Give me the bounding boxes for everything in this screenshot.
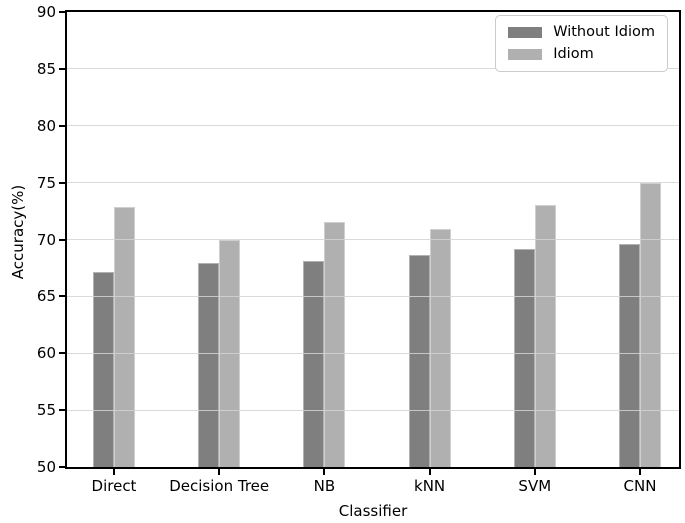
y-tick-70 [59, 238, 65, 241]
legend-item-without-idiom: Without Idiom [508, 24, 655, 41]
bar-idiom-direct [114, 206, 135, 467]
legend-swatch-idiom [508, 49, 543, 60]
y-tick-label-65: 65 [36, 287, 56, 306]
bar-without-idiom-direct [93, 272, 114, 467]
legend-swatch-without-idiom [508, 27, 543, 38]
legend-label-without-idiom: Without Idiom [553, 24, 655, 40]
y-tick-60 [59, 352, 65, 355]
legend-item-idiom: Idiom [508, 46, 655, 63]
y-tick-label-80: 80 [36, 116, 56, 135]
x-tick-knn [428, 469, 431, 475]
gridline-y-55 [67, 409, 679, 411]
y-tick-90 [59, 11, 65, 13]
x-tick-label-cnn: CNN [623, 477, 657, 495]
bar-without-idiom-svm [513, 248, 535, 467]
x-tick-label-nb: NB [313, 477, 336, 495]
y-tick-65 [59, 295, 65, 298]
x-tick-svm [533, 469, 536, 475]
x-tick-label-direct: Direct [91, 477, 137, 495]
x-tick-label-svm: SVM [518, 477, 552, 495]
bar-without-idiom-cnn [619, 244, 640, 467]
y-tick-label-70: 70 [36, 230, 56, 249]
y-tick-label-60: 60 [36, 344, 56, 363]
y-tick-80 [59, 124, 65, 127]
x-tick-cnn [639, 469, 641, 475]
bar-idiom-decision-tree [219, 239, 241, 467]
bar-without-idiom-nb [303, 261, 325, 467]
x-axis-label: Classifier [338, 502, 408, 520]
x-tick-decision-tree [218, 469, 221, 475]
x-tick-label-decision-tree: Decision Tree [169, 477, 270, 495]
y-tick-75 [59, 181, 65, 184]
plot-area: Without Idiom Idiom [65, 10, 681, 469]
bar-idiom-nb [324, 222, 346, 467]
y-tick-85 [59, 67, 65, 70]
gridline-y-80 [67, 125, 679, 127]
x-tick-label-knn: kNN [414, 477, 446, 495]
gridline-y-65 [67, 295, 679, 297]
bar-idiom-svm [534, 205, 556, 467]
y-tick-label-75: 75 [36, 173, 56, 192]
y-tick-50 [59, 466, 65, 468]
bar-idiom-knn [429, 229, 451, 467]
gridline-y-70 [67, 239, 679, 240]
bar-without-idiom-decision-tree [198, 263, 220, 467]
x-tick-direct [113, 469, 115, 475]
gridline-y-60 [67, 352, 679, 354]
legend: Without Idiom Idiom [495, 15, 668, 72]
y-tick-label-55: 55 [36, 401, 56, 420]
bar-idiom-cnn [640, 182, 661, 467]
y-tick-label-85: 85 [36, 59, 56, 78]
legend-label-idiom: Idiom [553, 46, 594, 62]
x-tick-nb [323, 469, 326, 475]
gridline-y-75 [67, 182, 679, 184]
y-tick-label-50: 50 [36, 458, 56, 476]
y-tick-55 [59, 409, 65, 412]
bar-without-idiom-knn [408, 255, 430, 467]
y-tick-label-90: 90 [36, 3, 56, 21]
